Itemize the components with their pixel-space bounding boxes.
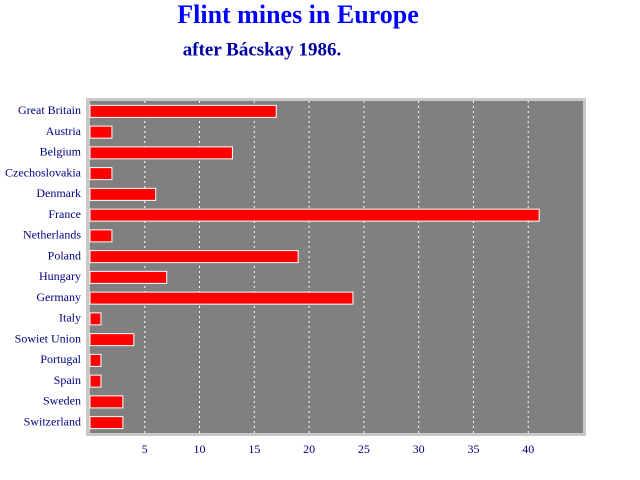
- y-tick-label: Switzerland: [24, 414, 81, 428]
- bar: [89, 416, 124, 430]
- y-tick-label: Poland: [48, 248, 81, 262]
- x-tick-label: 20: [303, 442, 315, 456]
- y-tick-label: Spain: [54, 373, 81, 387]
- x-tick-label: 40: [522, 442, 534, 456]
- bar: [89, 333, 135, 347]
- bar: [89, 104, 277, 118]
- bar: [89, 167, 113, 181]
- bar: [89, 229, 113, 243]
- y-tick-label: Sowiet Union: [15, 331, 81, 345]
- chart-subtitle: after Bácskay 1986.: [183, 39, 342, 60]
- x-tick-label: 10: [194, 442, 206, 456]
- bar: [89, 250, 299, 264]
- y-tick-label: Hungary: [39, 269, 81, 283]
- bar: [89, 187, 157, 201]
- x-tick-label: 30: [413, 442, 425, 456]
- bar: [89, 146, 233, 160]
- bar: [89, 374, 102, 388]
- chart-title: Flint mines in Europe: [177, 0, 419, 29]
- y-tick-label: Sweden: [43, 394, 81, 408]
- x-tick-label: 35: [467, 442, 479, 456]
- x-tick-label: 25: [358, 442, 370, 456]
- x-tick-label: 5: [142, 442, 148, 456]
- x-tick-label: 15: [248, 442, 260, 456]
- y-tick-label: Great Britain: [18, 103, 81, 117]
- y-tick-label: France: [48, 207, 81, 221]
- y-tick-label: Netherlands: [23, 228, 81, 242]
- y-tick-label: Portugal: [40, 352, 81, 366]
- bar: [89, 270, 168, 284]
- y-tick-label: Belgium: [40, 145, 82, 159]
- bar: [89, 125, 113, 139]
- y-tick-label: Italy: [59, 311, 81, 325]
- bar: [89, 208, 540, 222]
- y-tick-label: Czechoslovakia: [5, 165, 82, 179]
- y-tick-label: Germany: [36, 290, 81, 304]
- bar: [89, 312, 102, 326]
- bar: [89, 291, 354, 305]
- y-tick-label: Austria: [46, 124, 82, 138]
- bar: [89, 395, 124, 409]
- y-tick-label: Denmark: [36, 186, 81, 200]
- bar: [89, 353, 102, 367]
